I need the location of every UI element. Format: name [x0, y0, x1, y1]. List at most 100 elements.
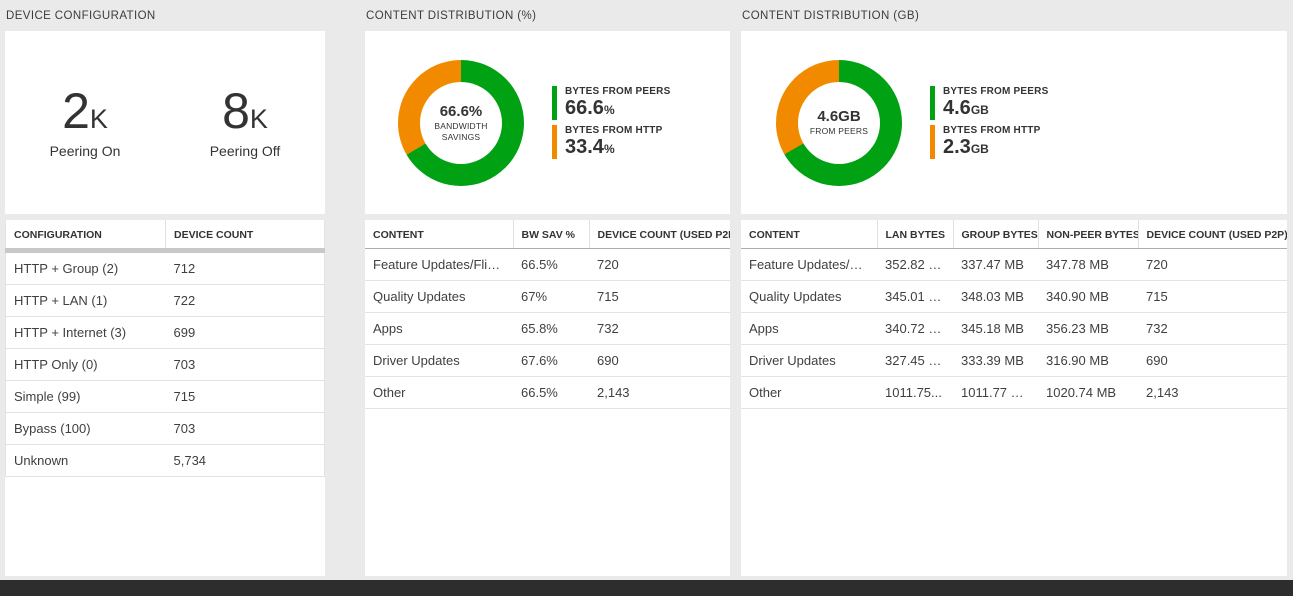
table-row[interactable]: HTTP + Group (2) 712	[5, 250, 325, 285]
table-cell: 352.82 MB	[877, 248, 953, 281]
stat-number: 2	[62, 83, 90, 139]
table-cell: 732	[589, 312, 730, 345]
legend-label: BYTES FROM PEERS	[943, 86, 1049, 97]
table-cell: Driver Updates	[365, 344, 513, 377]
column-header[interactable]: DEVICE COUNT (USED P2P)	[1137, 220, 1287, 249]
table-cell: 340.72 MB	[877, 312, 953, 345]
table-row[interactable]: Other 66.5% 2,143	[365, 376, 730, 409]
column-header[interactable]: CONTENT	[365, 220, 513, 249]
table-cell: 356.23 MB	[1038, 312, 1138, 345]
device-config-table-card: CONFIGURATION DEVICE COUNT HTTP + Group (2…	[5, 220, 325, 576]
column-header[interactable]: LAN BYTES	[876, 220, 953, 249]
column-header[interactable]: DEVICE COUNT (USED P2P)	[588, 220, 730, 249]
panel-title-content-distribution-pct: CONTENT DISTRIBUTION (%)	[366, 10, 537, 22]
legend-item-bytes-from-peers: BYTES FROM PEERS 66.6%	[552, 86, 670, 120]
table-row[interactable]: HTTP + LAN (1) 722	[5, 284, 325, 317]
table-cell: 327.45 MB	[877, 344, 953, 377]
table-row[interactable]: Feature Updates/Flights 352.82 MB 337.47 M…	[741, 248, 1287, 281]
bw-savings-table-card: CONTENT BW SAV % DEVICE COUNT (USED P2P) Fe…	[365, 220, 730, 576]
table-cell: 690	[589, 344, 730, 377]
panel-title-device-configuration: DEVICE CONFIGURATION	[6, 10, 156, 22]
bw-savings-table: CONTENT BW SAV % DEVICE COUNT (USED P2P) Fe…	[365, 220, 730, 409]
table-row[interactable]: Unknown 5,734	[5, 444, 325, 477]
donut-chart-bytes-from-peers[interactable]: 4.6GB FROM PEERS	[776, 59, 902, 186]
table-cell: 66.5%	[513, 376, 589, 409]
legend-swatch-peers	[552, 86, 557, 120]
table-cell: Quality Updates	[365, 280, 513, 313]
legend-value: 2.3GB	[943, 136, 989, 158]
column-header[interactable]: NON-PEER BYTES	[1037, 220, 1138, 249]
table-cell: 345.01 MB	[877, 280, 953, 313]
bytes-table: CONTENT LAN BYTES GROUP BYTES NON-PEER BYTE…	[741, 220, 1287, 409]
table-row[interactable]: Apps 340.72 MB 345.18 MB 356.23 MB 732	[741, 312, 1287, 345]
table-cell: Quality Updates	[741, 280, 877, 313]
column-header[interactable]: DEVICE COUNT	[165, 220, 325, 253]
table-cell: Driver Updates	[741, 344, 877, 377]
table-cell: 337.47 MB	[953, 248, 1038, 281]
device-config-table: CONFIGURATION DEVICE COUNT HTTP + Group (2…	[5, 220, 325, 477]
table-cell: 347.78 MB	[1038, 248, 1138, 281]
table-row[interactable]: Bypass (100) 703	[5, 412, 325, 445]
table-cell: HTTP Only (0)	[5, 348, 166, 381]
table-cell: Simple (99)	[5, 380, 166, 413]
panel-title-content-distribution-gb: CONTENT DISTRIBUTION (GB)	[742, 10, 920, 22]
donut-center-sub: BANDWIDTH	[434, 121, 488, 132]
table-row[interactable]: Quality Updates 345.01 MB 348.03 MB 340.90 …	[741, 280, 1287, 313]
donut-center-sub: FROM PEERS	[809, 126, 869, 137]
legend-item-bytes-from-http: BYTES FROM HTTP 2.3GB	[930, 125, 1048, 159]
table-row[interactable]: Feature Updates/Flights 66.5% 720	[365, 248, 730, 281]
table-row[interactable]: HTTP Only (0) 703	[5, 348, 325, 381]
legend-label: BYTES FROM HTTP	[565, 125, 663, 136]
legend-label: BYTES FROM HTTP	[943, 125, 1041, 136]
panel-content-distribution-pct: CONTENT DISTRIBUTION (%) 66.6% BANDWIDTH…	[365, 8, 730, 576]
stat-peering-on: 2K Peering On	[5, 86, 165, 159]
table-row[interactable]: Other 1011.75... 1011.77 MB 1020.74 MB 2,143	[741, 376, 1287, 409]
table-cell: Apps	[741, 312, 877, 345]
bandwidth-savings-chart-card: 66.6% BANDWIDTH SAVINGS BYTES FROM PEERS…	[365, 31, 730, 214]
table-cell: 722	[165, 284, 325, 317]
table-header-row: CONTENT LAN BYTES GROUP BYTES NON-PEER BYTE…	[741, 220, 1287, 249]
table-row[interactable]: Driver Updates 67.6% 690	[365, 344, 730, 377]
legend-swatch-peers	[930, 86, 935, 120]
table-cell: Unknown	[5, 444, 166, 477]
device-config-stats-card: 2K Peering On 8K Peering Off	[5, 31, 325, 214]
table-row[interactable]: Quality Updates 67% 715	[365, 280, 730, 313]
bytes-from-peers-chart-card: 4.6GB FROM PEERS BYTES FROM PEERS 4.6GB …	[741, 31, 1287, 214]
table-row[interactable]: Apps 65.8% 732	[365, 312, 730, 345]
stat-peering-off-label: Peering Off	[209, 143, 281, 159]
column-header[interactable]: CONTENT	[741, 220, 877, 249]
stat-peering-off: 8K Peering Off	[165, 86, 325, 159]
donut-center-value: 4.6GB	[817, 108, 861, 126]
legend-swatch-http	[930, 125, 935, 159]
table-cell: 5,734	[165, 444, 325, 477]
table-cell: 2,143	[1138, 376, 1287, 409]
table-cell: 316.90 MB	[1038, 344, 1138, 377]
stat-peering-off-value: 8K	[165, 86, 325, 136]
table-cell: 703	[165, 412, 325, 445]
table-cell: Other	[741, 376, 877, 409]
column-header[interactable]: CONFIGURATION	[5, 220, 166, 253]
column-header[interactable]: GROUP BYTES	[952, 220, 1038, 249]
donut-chart-bandwidth-savings[interactable]: 66.6% BANDWIDTH SAVINGS	[398, 59, 524, 186]
table-row[interactable]: HTTP + Internet (3) 699	[5, 316, 325, 349]
table-cell: Feature Updates/Flights	[741, 248, 877, 281]
table-header-row: CONFIGURATION DEVICE COUNT	[5, 220, 325, 253]
table-cell: 703	[165, 348, 325, 381]
table-row[interactable]: Driver Updates 327.45 MB 333.39 MB 316.90 M…	[741, 344, 1287, 377]
table-cell: HTTP + Internet (3)	[5, 316, 166, 349]
legend-swatch-http	[552, 125, 557, 159]
column-header[interactable]: BW SAV %	[512, 220, 589, 249]
table-row[interactable]: Simple (99) 715	[5, 380, 325, 413]
table-cell: Feature Updates/Flights	[365, 248, 513, 281]
table-cell: 2,143	[589, 376, 730, 409]
table-cell: 715	[165, 380, 325, 413]
table-cell: 715	[1138, 280, 1287, 313]
table-cell: Apps	[365, 312, 513, 345]
table-cell: Other	[365, 376, 513, 409]
donut-legend: BYTES FROM PEERS 66.6% BYTES FROM HTTP 3…	[552, 86, 670, 159]
table-header-row: CONTENT BW SAV % DEVICE COUNT (USED P2P)	[365, 220, 730, 249]
stat-peering-on-label: Peering On	[49, 143, 121, 159]
donut-center-value: 66.6%	[439, 103, 483, 121]
table-cell: HTTP + LAN (1)	[5, 284, 166, 317]
donut-center: 4.6GB FROM PEERS	[798, 81, 880, 164]
